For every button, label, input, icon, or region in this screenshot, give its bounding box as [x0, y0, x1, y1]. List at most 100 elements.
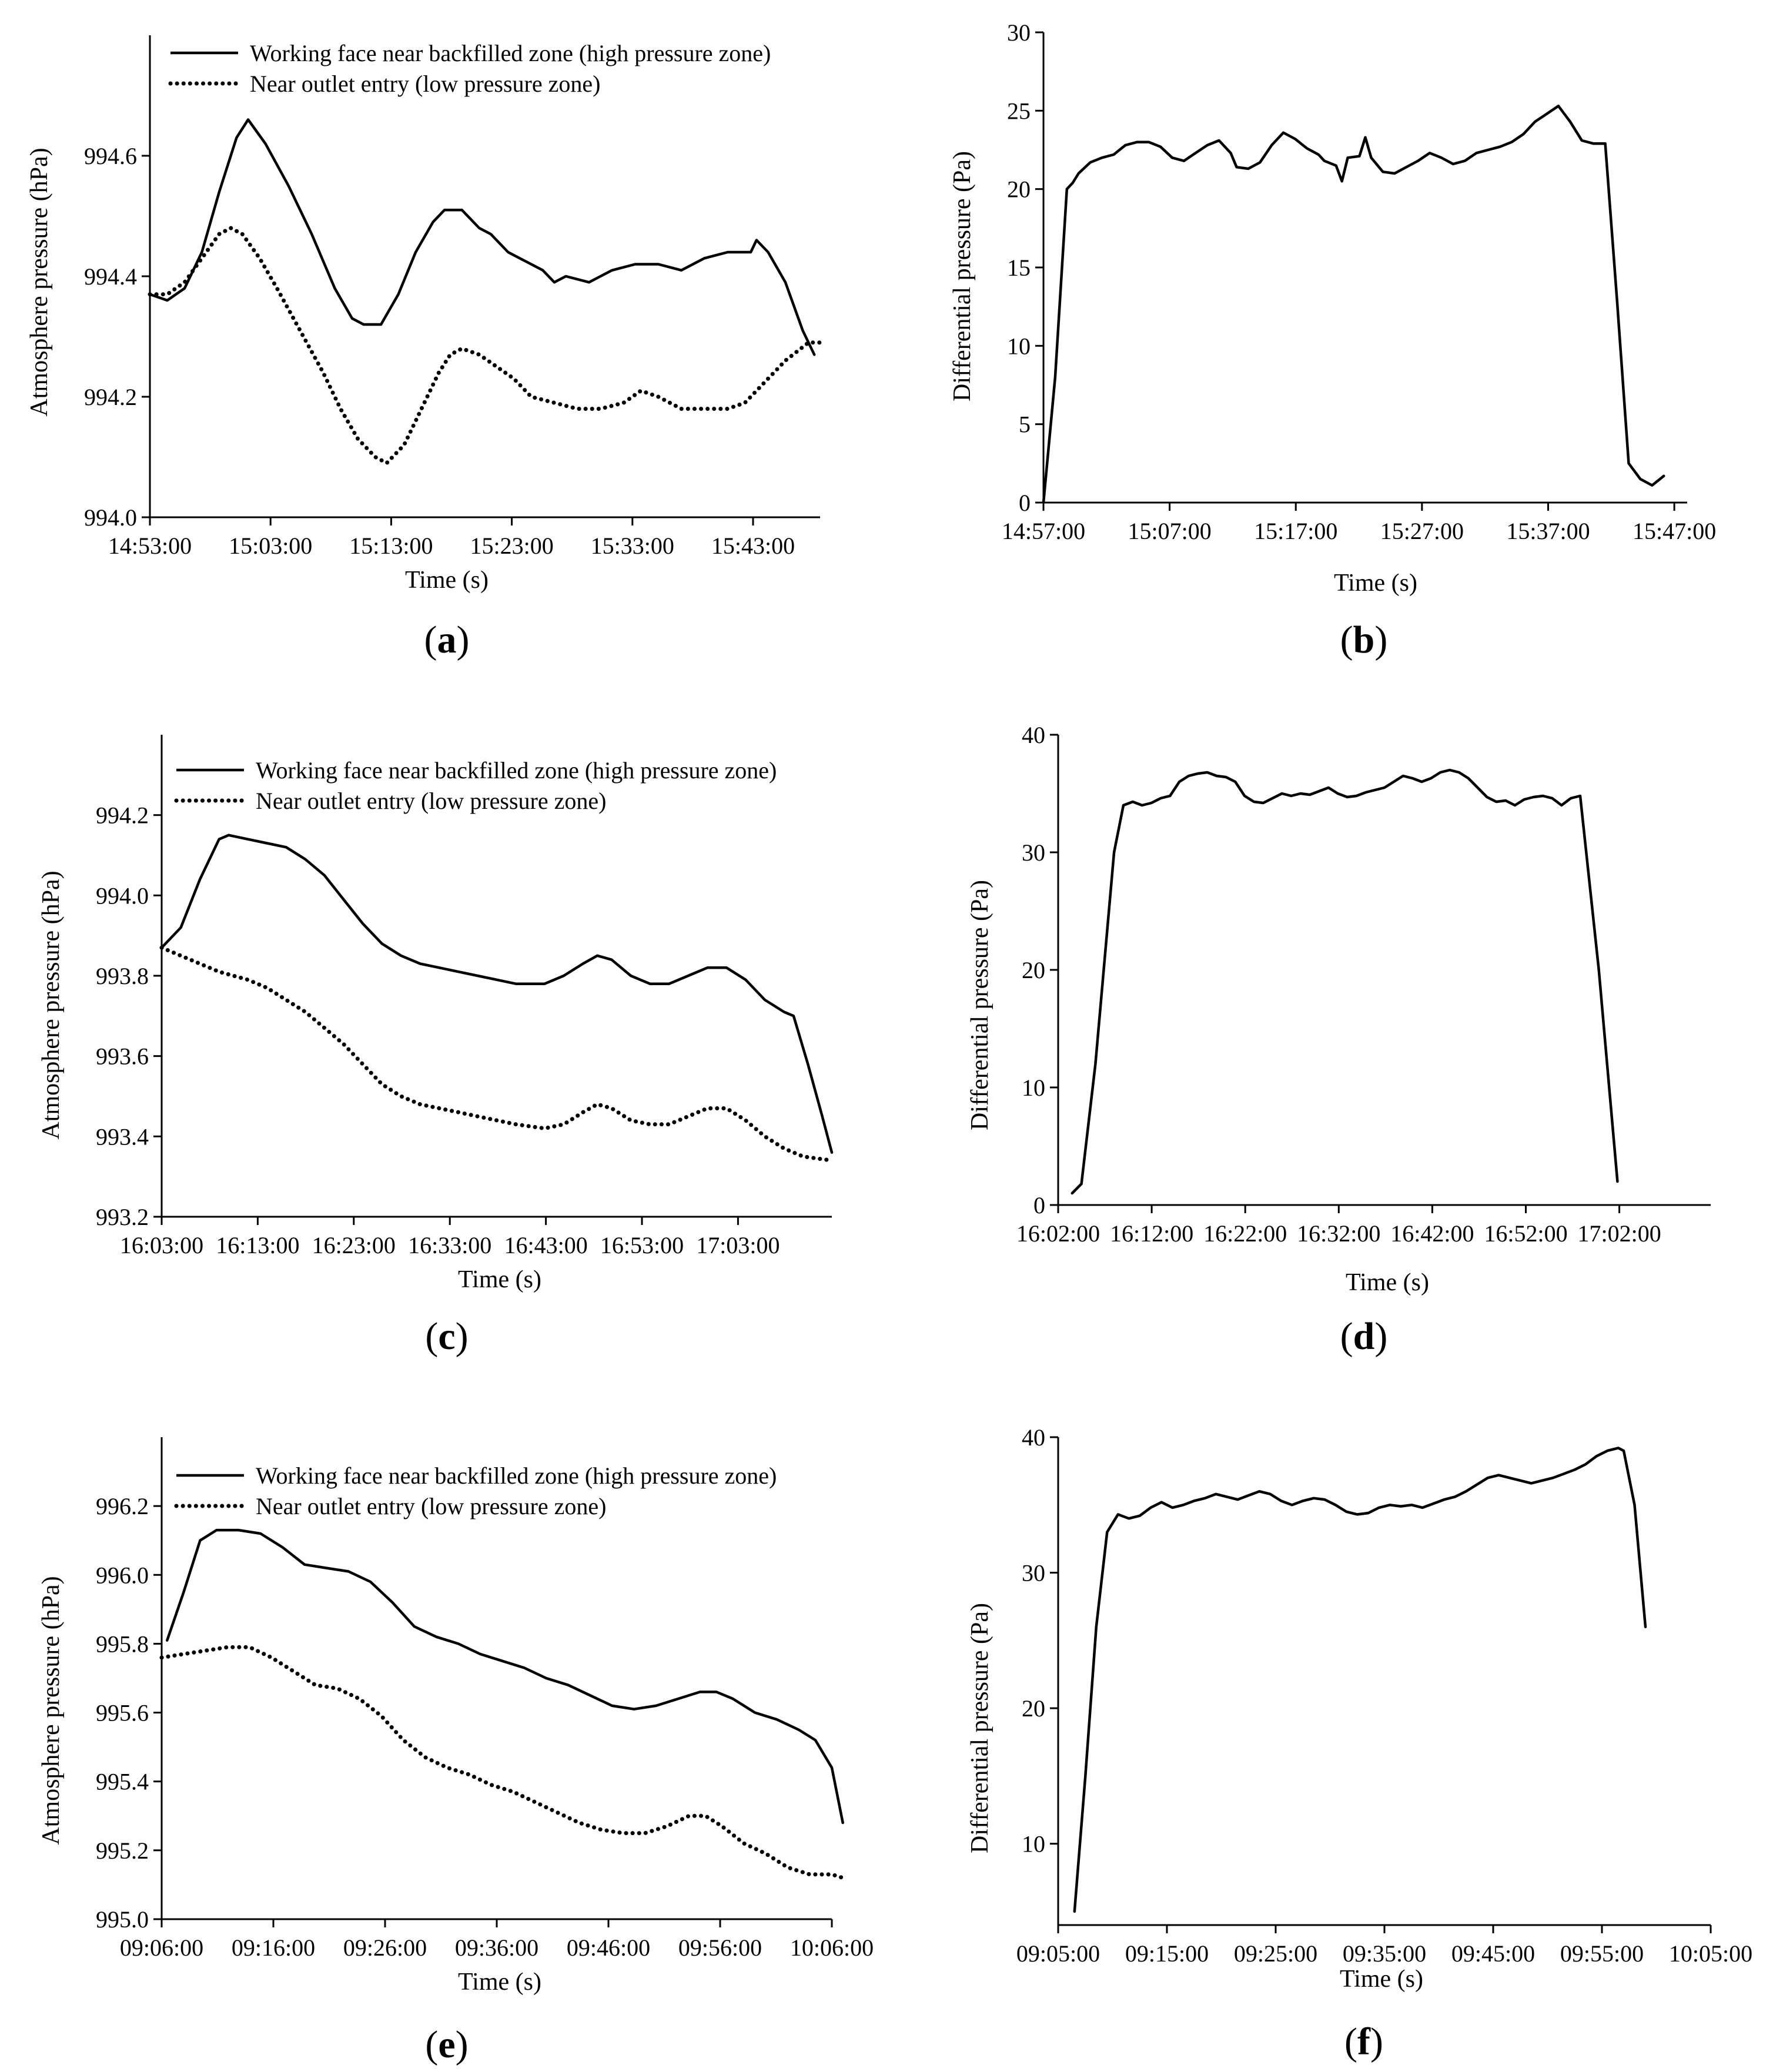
plot-area-c: 993.2 993.4 993.6 993.8 994.0 994.2 16:03:00 16…	[96, 735, 834, 1258]
x-tick-label-d: 16:02:00	[1016, 1220, 1100, 1247]
plot-area-d: 0 10 20 30 40 16:02:00 16:12:00 16:22:00 16:32:0…	[1016, 722, 1711, 1247]
caption-c: (c)	[425, 1315, 468, 1358]
x-tick-label-a: 15:33:00	[591, 533, 674, 559]
x-axis-title-c: Time (s)	[458, 1266, 541, 1293]
x-tick-label-e: 09:36:00	[455, 1934, 538, 1961]
x-axis-title-f: Time (s)	[1340, 1966, 1423, 1993]
y-tick-label-b: 30	[1007, 19, 1031, 46]
series-line-a-low-pressure	[148, 226, 822, 466]
x-tick-label-c: 16:23:00	[312, 1232, 396, 1258]
y-tick-label-a: 994.4	[84, 263, 137, 290]
y-tick-label-c: 993.8	[96, 963, 149, 989]
plot-area-b: 0 5 10 15 20 25 30 14:57:00 15:07:00 15:17:00 15:2…	[1002, 19, 1716, 544]
y-tick-label-c: 994.0	[96, 882, 149, 909]
x-axis-title-b: Time (s)	[1334, 570, 1417, 597]
series-line-f-main	[1073, 1447, 1647, 1913]
panel-b: 0 5 10 15 20 25 30 14:57:00 15:07:00 15:17:00 15:2…	[882, 0, 1783, 670]
x-axis-title-e: Time (s)	[458, 1969, 541, 1996]
y-tick-label-e: 995.8	[96, 1631, 149, 1657]
caption-b: (b)	[1340, 618, 1388, 661]
series-line-a-main	[148, 118, 816, 356]
caption-a: (a)	[424, 618, 470, 661]
chart-c: 993.2 993.4 993.6 993.8 994.0 994.2 16:03:00 16…	[38, 735, 834, 1358]
chart-b: 0 5 10 15 20 25 30 14:57:00 15:07:00 15:17:00 15:2…	[949, 19, 1716, 661]
x-tick-label-c: 16:43:00	[504, 1232, 587, 1258]
plot-area-e: 995.0 995.2 995.4 995.6 995.8 996.0 996.2 09:06…	[96, 1437, 874, 1961]
y-tick-label-c: 993.6	[96, 1043, 149, 1070]
y-tick-label-c: 994.2	[96, 802, 149, 829]
y-tick-label-a: 994.0	[84, 504, 137, 531]
y-tick-label-c: 993.2	[96, 1204, 149, 1230]
x-tick-label-e: 09:06:00	[120, 1934, 203, 1961]
y-tick-label-e: 996.2	[96, 1493, 149, 1519]
x-tick-label-a: 15:03:00	[229, 533, 312, 559]
y-tick-label-a: 994.6	[84, 143, 137, 169]
x-tick-label-f: 09:25:00	[1234, 1940, 1317, 1967]
series-line-d-main	[1071, 768, 1619, 1195]
x-axis-title-a: Time (s)	[405, 567, 489, 594]
y-axis-title-e: Atmosphere pressure (hPa)	[38, 1576, 65, 1845]
panel-a: 994.0 994.2 994.4 994.6 14:53:00 15:03:00 15:1…	[0, 0, 882, 670]
y-axis-title-b: Differential pressure (Pa)	[949, 151, 976, 401]
x-tick-label-e: 09:56:00	[678, 1934, 762, 1961]
panel-c: 993.2 993.4 993.6 993.8 994.0 994.2 16:03:00 16…	[0, 699, 882, 1381]
plot-area-a: 994.0 994.2 994.4 994.6 14:53:00 15:03:00 15:1…	[84, 35, 822, 559]
x-tick-label-b: 15:07:00	[1128, 518, 1212, 544]
series-line-b-main	[1042, 105, 1665, 504]
y-tick-label-d: 20	[1022, 957, 1045, 983]
y-tick-label-f: 40	[1022, 1424, 1045, 1451]
y-tick-label-e: 995.4	[96, 1769, 149, 1795]
x-tick-label-a: 15:43:00	[711, 533, 795, 559]
x-tick-label-a: 15:23:00	[470, 533, 553, 559]
chart-f: 10 20 30 40 09:05:00 09:15:00 09:25:00 09:35:00…	[966, 1424, 1752, 2063]
y-tick-label-d: 30	[1022, 839, 1045, 866]
y-tick-label-e: 995.6	[96, 1700, 149, 1726]
x-tick-label-c: 16:03:00	[120, 1232, 203, 1258]
legend-label-a: Working face near backfilled zone (high …	[250, 40, 771, 66]
y-tick-label-d: 40	[1022, 722, 1045, 748]
chart-e: 995.0 995.2 995.4 995.6 995.8 996.0 996.2 09:06…	[38, 1437, 874, 2066]
legend-label-e: Working face near backfilled zone (high …	[256, 1462, 777, 1489]
x-tick-label-d: 16:32:00	[1297, 1220, 1380, 1247]
x-tick-label-c: 16:13:00	[216, 1232, 299, 1258]
y-tick-label-b: 25	[1007, 98, 1031, 124]
x-tick-label-d: 16:12:00	[1110, 1220, 1193, 1247]
x-tick-label-f: 09:35:00	[1343, 1940, 1426, 1967]
y-axis-title-a: Atmosphere pressure (hPa)	[26, 148, 53, 416]
legend-label-a: Near outlet entry (low pressure zone)	[250, 71, 600, 97]
caption-d: (d)	[1340, 1315, 1388, 1358]
chart-a: 994.0 994.2 994.4 994.6 14:53:00 15:03:00 15:1…	[26, 35, 822, 661]
y-tick-label-b: 20	[1007, 176, 1031, 203]
y-axis-title-d: Differential pressure (Pa)	[966, 880, 993, 1130]
y-tick-label-b: 5	[1019, 411, 1031, 438]
legend-label-c: Working face near backfilled zone (high …	[256, 757, 777, 784]
x-tick-label-f: 09:55:00	[1560, 1940, 1644, 1967]
series-line-c-main	[160, 834, 834, 1154]
x-tick-label-b: 15:27:00	[1380, 518, 1464, 544]
y-tick-label-b: 0	[1019, 490, 1031, 516]
y-tick-label-d: 0	[1033, 1192, 1045, 1219]
y-tick-label-b: 10	[1007, 333, 1031, 359]
chart-d: 0 10 20 30 40 16:02:00 16:12:00 16:22:00 16:32:0…	[966, 722, 1711, 1358]
x-axis-title-d: Time (s)	[1346, 1269, 1429, 1296]
x-tick-label-d: 16:42:00	[1390, 1220, 1474, 1247]
x-tick-label-d: 17:02:00	[1577, 1220, 1661, 1247]
y-tick-label-b: 15	[1007, 255, 1031, 281]
x-tick-label-b: 15:17:00	[1254, 518, 1337, 544]
plot-area-f: 10 20 30 40 09:05:00 09:15:00 09:25:00 09:35:00…	[1016, 1424, 1752, 1967]
x-tick-label-b: 15:47:00	[1633, 518, 1716, 544]
x-tick-label-e: 09:26:00	[343, 1934, 427, 1961]
series-line-c-low-pressure	[159, 945, 834, 1163]
y-axis-title-f: Differential pressure (Pa)	[966, 1603, 993, 1853]
x-tick-label-f: 09:45:00	[1451, 1940, 1535, 1967]
series-line-e-main	[166, 1528, 844, 1825]
caption-e: (e)	[425, 2023, 468, 2066]
y-tick-label-c: 993.4	[96, 1123, 149, 1150]
x-tick-label-d: 16:52:00	[1484, 1220, 1567, 1247]
y-tick-label-e: 995.0	[96, 1906, 149, 1933]
y-tick-label-d: 10	[1022, 1075, 1045, 1101]
legend-label-e: Near outlet entry (low pressure zone)	[256, 1493, 606, 1519]
x-tick-label-e: 09:46:00	[567, 1934, 650, 1961]
x-tick-label-b: 15:37:00	[1506, 518, 1590, 544]
caption-f: (f)	[1344, 2020, 1383, 2063]
